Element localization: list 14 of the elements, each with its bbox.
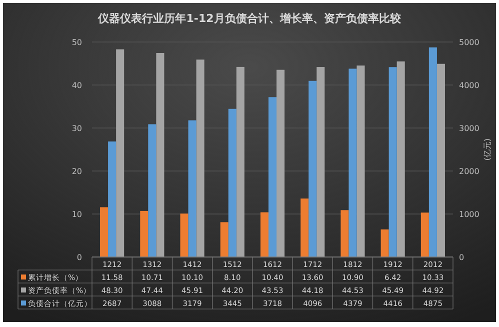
- y2-tick-label: 5000: [459, 38, 480, 47]
- y-tick-label: 40: [72, 81, 82, 90]
- y-tick-label: 50: [72, 38, 82, 47]
- y2-tick-label: 0: [459, 253, 464, 262]
- y-tick-label: 30: [72, 124, 82, 133]
- y2-tick-label: 1000: [459, 210, 480, 219]
- y-tick-label: 20: [72, 167, 82, 176]
- chart-title: 仪器仪表行业历年1-12月负债合计、增长率、资产负债率比较: [97, 12, 402, 25]
- y2-tick-label: 4000: [459, 81, 480, 90]
- y2-tick-label: 2000: [459, 167, 480, 176]
- y2-tick-label: 3000: [459, 124, 480, 133]
- y-tick-label: 0: [76, 253, 82, 262]
- y-tick-label: 10: [72, 210, 82, 219]
- y2-axis-title: (亿元): [483, 138, 492, 161]
